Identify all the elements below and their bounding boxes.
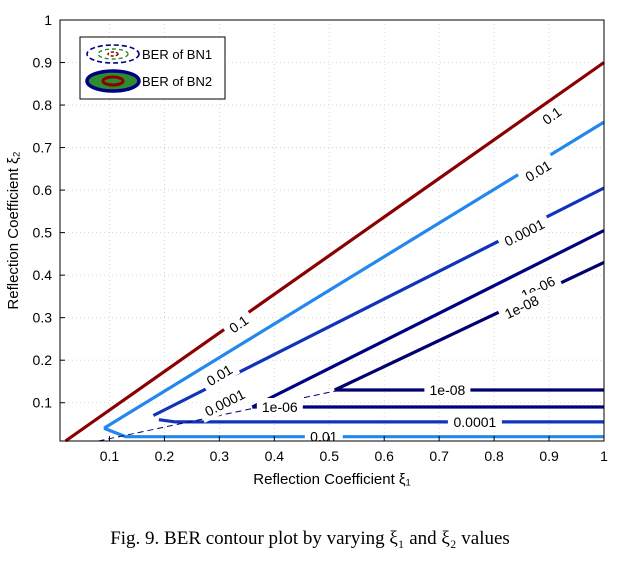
contour-label: 0.0001 — [496, 212, 553, 253]
legend-dashed-ellipse-mid — [97, 48, 129, 60]
x-tick-label: 0.8 — [484, 448, 504, 464]
contour-label-background — [517, 153, 560, 189]
legend-item-bn2: BER of BN2 — [85, 69, 212, 93]
contour-lines — [64, 61, 605, 443]
y-tick-label: 0.7 — [33, 140, 53, 156]
legend-solid-ellipse-inner — [101, 75, 125, 87]
contour-line-bn2-3 — [251, 229, 605, 409]
y-tick-label: 0.8 — [33, 97, 53, 113]
contour-label-background — [496, 289, 547, 325]
legend-dashed-ellipse-outer — [86, 44, 140, 64]
figure-caption: Fig. 9. BER contour plot by varying ξ₁ a… — [110, 528, 510, 549]
contour-label-background — [447, 412, 502, 431]
contour-label: 0.1 — [221, 308, 257, 341]
x-axis-label: Reflection Coefficient ξ₁ — [253, 471, 410, 488]
contour-label: 0.0001 — [447, 412, 502, 431]
legend: BER of BN1 BER of BN2 — [79, 36, 226, 100]
contour-label-text: 1e-08 — [429, 382, 465, 398]
x-tick-label: 0.3 — [210, 448, 230, 464]
contour-label-text: 1e-06 — [262, 399, 298, 415]
y-tick-label: 0.3 — [33, 310, 53, 326]
contour-label: 0.1 — [534, 99, 570, 132]
axes-box — [59, 19, 605, 442]
contour-label: 0.01 — [517, 153, 560, 189]
x-tick-label: 0.1 — [100, 448, 120, 464]
y-tick-label: 0.1 — [33, 395, 53, 411]
contour-label-background — [496, 212, 553, 253]
contour-label: 1e-06 — [256, 398, 303, 416]
contour-label-background — [534, 99, 570, 132]
legend-item-bn1: BER of BN1 — [86, 44, 212, 64]
contour-label-text: 0.01 — [310, 429, 337, 445]
contour-line-bn1-6 — [158, 418, 604, 424]
contour-label-background — [424, 381, 471, 399]
contour-label-background — [256, 398, 303, 416]
legend-label-bn2: BER of BN2 — [142, 74, 212, 89]
axis-ticks: 0.1 0.2 0.3 0.4 0.5 0.6 0.7 0.8 0.9 1 0.1 0.2 0.3 0.4… — [33, 12, 609, 464]
contour-label-background — [221, 308, 257, 341]
x-tick-label: 0.5 — [320, 448, 340, 464]
contour-label: 0.01 — [304, 427, 343, 446]
x-tick-label: 0.4 — [265, 448, 285, 464]
y-tick-label: 0.6 — [33, 182, 53, 198]
x-tick-label: 0.2 — [155, 448, 175, 464]
y-tick-label: 0.2 — [33, 352, 53, 368]
x-tick-label: 1 — [600, 448, 608, 464]
contour-label: 0.01 — [198, 357, 241, 393]
contour-line-bn1-5 — [103, 426, 604, 439]
x-tick-label: 0.6 — [374, 448, 394, 464]
contour-label: 1e-08 — [424, 381, 471, 399]
contour-line-bn2-0 — [64, 61, 605, 443]
contour-chart: 0.1 0.1 0.01 0.01 0.0001 0.0001 1e-06 1e-08 0.01… — [5, 12, 609, 488]
contour-line-bn2-4 — [334, 260, 605, 392]
contour-label-text: 0.0001 — [453, 414, 496, 430]
y-tick-label: 0.5 — [33, 225, 53, 241]
y-tick-label: 1 — [44, 12, 52, 28]
y-tick-label: 0.4 — [33, 267, 53, 283]
contour-labels: 0.1 0.1 0.01 0.01 0.0001 0.0001 1e-06 1e-08 0.01… — [196, 99, 570, 446]
contour-label-background — [196, 382, 253, 423]
contour-label-background — [198, 357, 241, 393]
legend-label-bn1: BER of BN1 — [142, 47, 212, 62]
x-tick-label: 0.9 — [539, 448, 559, 464]
contour-label-text: 0.0001 — [502, 216, 548, 250]
x-tick-label: 0.7 — [429, 448, 449, 464]
legend-dashed-ellipse-inner — [107, 51, 119, 57]
y-axis-label: Reflection Coefficient ξ₂ — [5, 151, 22, 309]
y-tick-label: 0.9 — [33, 55, 53, 71]
